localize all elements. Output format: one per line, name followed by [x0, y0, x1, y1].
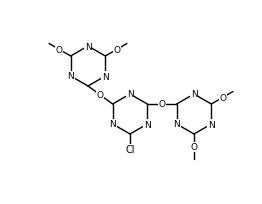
Text: N: N — [85, 42, 91, 51]
Text: O: O — [56, 46, 63, 55]
Text: N: N — [127, 90, 133, 99]
Text: N: N — [67, 72, 74, 81]
Text: O: O — [113, 46, 120, 55]
Text: N: N — [191, 90, 197, 99]
Text: N: N — [102, 72, 109, 81]
Text: N: N — [208, 120, 215, 129]
Text: O: O — [97, 91, 104, 100]
Text: O: O — [190, 143, 198, 152]
Text: O: O — [159, 100, 166, 109]
Text: N: N — [109, 120, 116, 129]
Text: N: N — [173, 120, 180, 129]
Text: N: N — [144, 120, 151, 129]
Text: O: O — [219, 94, 226, 102]
Text: Cl: Cl — [125, 144, 135, 154]
